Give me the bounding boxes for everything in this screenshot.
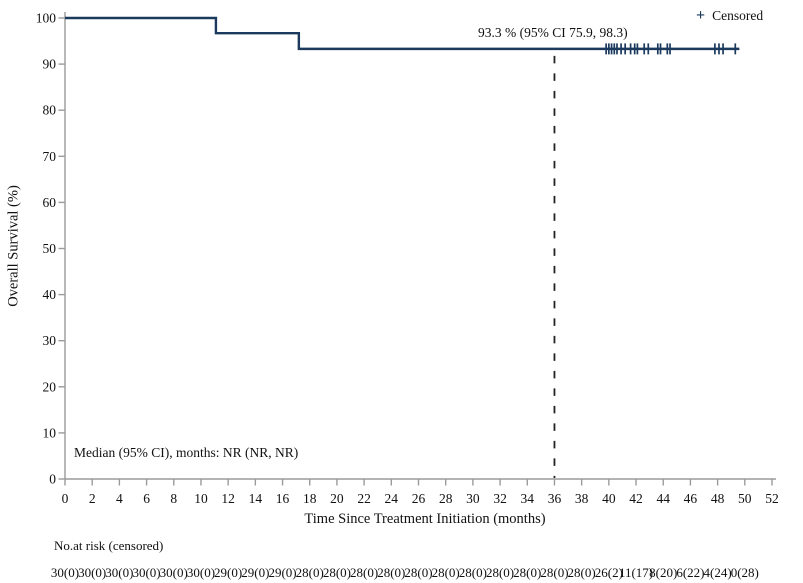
risk-value: 30(0) bbox=[186, 565, 216, 580]
risk-value: 28(0) bbox=[513, 565, 542, 580]
y-tick-label: 10 bbox=[43, 425, 57, 440]
x-tick-label: 6 bbox=[143, 491, 150, 506]
risk-value: 30(0) bbox=[78, 565, 107, 580]
median-annotation: Median (95% CI), months: NR (NR, NR) bbox=[74, 445, 299, 460]
legend-label: Censored bbox=[712, 8, 764, 23]
x-tick-label: 32 bbox=[493, 491, 507, 506]
risk-value: 28(0) bbox=[377, 565, 406, 580]
risk-value: 29(0) bbox=[241, 565, 270, 580]
x-tick-label: 42 bbox=[629, 491, 643, 506]
x-tick-label: 0 bbox=[62, 491, 69, 506]
risk-value: 28(0) bbox=[350, 565, 379, 580]
risk-value: 28(0) bbox=[540, 565, 569, 580]
x-tick-label: 4 bbox=[116, 491, 123, 506]
x-tick-label: 22 bbox=[357, 491, 371, 506]
x-tick-label: 40 bbox=[602, 491, 616, 506]
risk-value: 28(0) bbox=[458, 565, 487, 580]
risk-value: 29(0) bbox=[214, 565, 243, 580]
x-tick-label: 16 bbox=[276, 491, 290, 506]
x-tick-label: 44 bbox=[656, 491, 670, 506]
x-tick-label: 48 bbox=[711, 491, 725, 506]
y-tick-label: 70 bbox=[43, 149, 57, 164]
risk-value: 26(2) bbox=[594, 565, 623, 580]
survival-estimate-annotation: 93.3 % (95% CI 75.9, 98.3) bbox=[478, 25, 628, 40]
x-tick-label: 52 bbox=[765, 491, 779, 506]
survival-curve bbox=[65, 16, 740, 51]
risk-value: 28(0) bbox=[322, 565, 352, 580]
x-tick-label: 38 bbox=[575, 491, 589, 506]
y-axis-title: Overall Survival (%) bbox=[5, 185, 22, 307]
risk-value: 28(0) bbox=[485, 565, 515, 580]
y-tick-label: 30 bbox=[43, 333, 57, 348]
risk-value: 29(0) bbox=[268, 565, 297, 580]
x-axis-title: Time Since Treatment Initiation (months) bbox=[304, 511, 546, 527]
y-tick-label: 0 bbox=[49, 472, 56, 487]
risk-table-title: No.at risk (censored) bbox=[54, 538, 164, 553]
y-tick-label: 80 bbox=[43, 103, 57, 118]
risk-value: 11(17) bbox=[618, 565, 654, 580]
y-tick-label: 50 bbox=[43, 241, 57, 256]
x-tick-label: 36 bbox=[548, 491, 562, 506]
y-tick-label: 100 bbox=[36, 11, 57, 26]
y-tick-label: 90 bbox=[43, 57, 57, 72]
x-tick-label: 24 bbox=[385, 491, 399, 506]
risk-value: 28(0) bbox=[431, 565, 460, 580]
legend: + Censored bbox=[696, 8, 763, 24]
x-tick-label: 2 bbox=[89, 491, 96, 506]
x-tick-label: 14 bbox=[249, 491, 263, 506]
x-tick-label: 18 bbox=[303, 491, 317, 506]
x-tick-label: 30 bbox=[466, 491, 480, 506]
x-tick-label: 50 bbox=[738, 491, 752, 506]
risk-value: 0(28) bbox=[730, 565, 759, 580]
x-tick-label: 34 bbox=[521, 491, 535, 506]
risk-value: 6(22) bbox=[676, 565, 705, 580]
x-tick-label: 10 bbox=[194, 491, 208, 506]
risk-value: 30(0) bbox=[50, 565, 80, 580]
x-tick-label: 12 bbox=[221, 491, 235, 506]
x-tick-label: 28 bbox=[439, 491, 453, 506]
risk-value: 8(20) bbox=[649, 565, 678, 580]
x-tick-label: 26 bbox=[412, 491, 426, 506]
y-tick-label: 60 bbox=[43, 195, 57, 210]
risk-value: 4(24) bbox=[703, 565, 732, 580]
risk-table-row: 30(0) 30(0) 30(0) 30(0) 30(0) 30(0) 29(0) 29(0)… bbox=[0, 565, 803, 583]
x-tick-label: 20 bbox=[330, 491, 344, 506]
x-tick-label: 8 bbox=[170, 491, 177, 506]
risk-value: 28(0) bbox=[567, 565, 596, 580]
risk-value: 30(0) bbox=[159, 565, 188, 580]
y-tick-label: 20 bbox=[43, 379, 57, 394]
risk-value: 28(0) bbox=[404, 565, 433, 580]
y-tick-label: 40 bbox=[43, 287, 57, 302]
censored-marker-icon: + bbox=[696, 7, 706, 24]
risk-value: 28(0) bbox=[295, 565, 324, 580]
risk-value: 30(0) bbox=[132, 565, 161, 580]
risk-value: 30(0) bbox=[105, 565, 134, 580]
x-tick-label: 46 bbox=[684, 491, 698, 506]
